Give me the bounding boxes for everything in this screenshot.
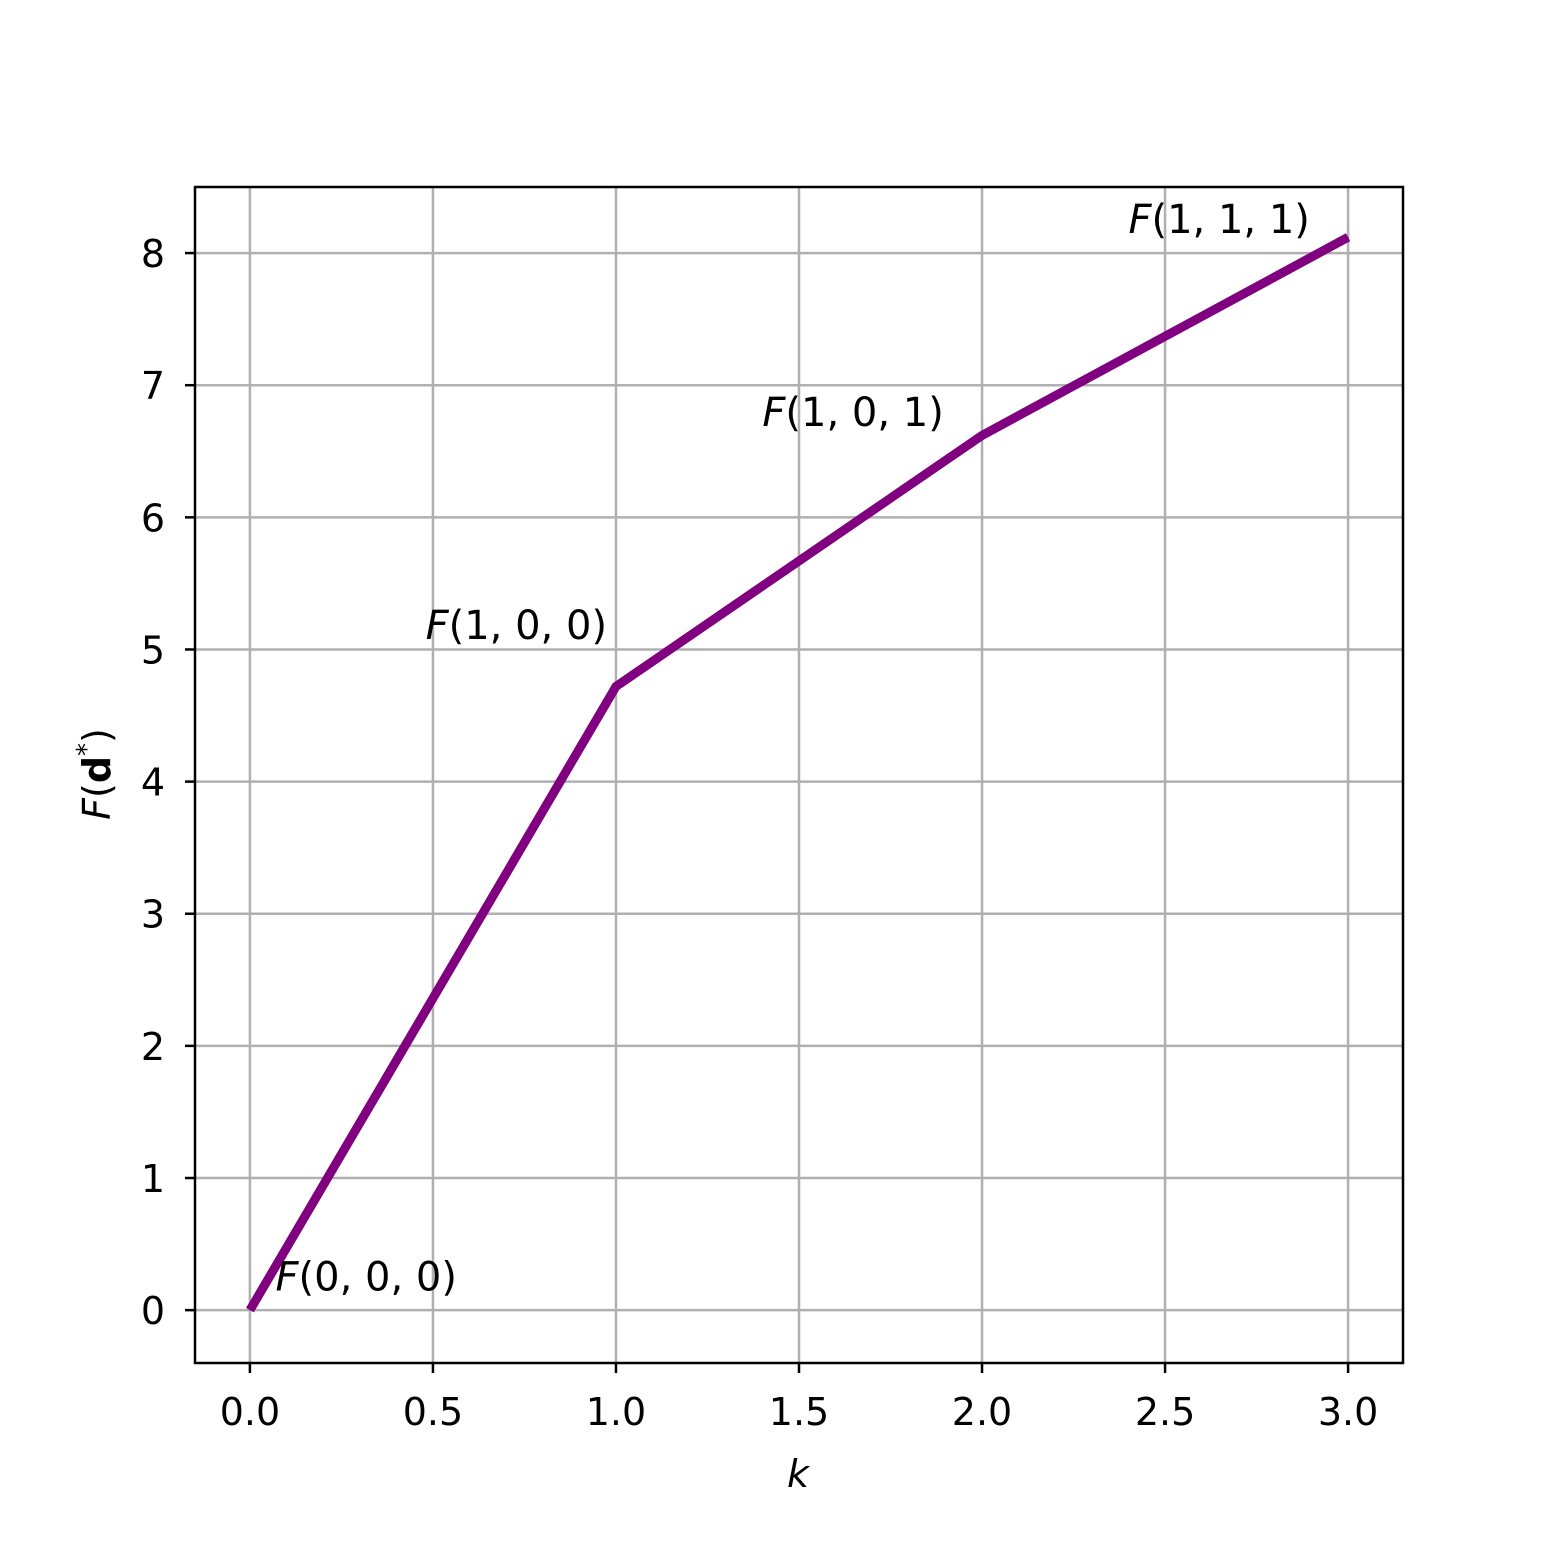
series-line-group	[246, 233, 1351, 1313]
x-tick-label: 1.5	[769, 1390, 829, 1434]
y-tick-label: 4	[141, 761, 165, 805]
annotation-args: (0, 0, 0)	[299, 1254, 457, 1300]
x-tick-label: 3.0	[1318, 1390, 1378, 1434]
annotation-func: F	[426, 603, 450, 649]
y-axis-label-open: (	[75, 783, 119, 798]
x-tick-label: 1.0	[586, 1390, 646, 1434]
data-point	[249, 1309, 251, 1311]
y-tick-label: 0	[141, 1289, 165, 1333]
y-tick-label: 6	[141, 496, 165, 540]
annotations: F(0, 0, 0)F(1, 0, 0)F(1, 0, 1)F(1, 1, 1)	[276, 197, 1310, 1300]
annotation-func: F	[276, 1254, 300, 1300]
x-tick-label: 0.5	[403, 1390, 463, 1434]
y-axis-label-func: F	[75, 797, 119, 820]
y-tick-label: 3	[141, 893, 165, 937]
point-annotation: F(1, 0, 0)	[426, 603, 607, 649]
x-axis-label: k	[787, 1452, 811, 1496]
y-tick-label: 7	[141, 364, 165, 408]
data-point	[1347, 236, 1349, 238]
series-line	[246, 233, 1351, 1313]
point-annotation: F(0, 0, 0)	[276, 1254, 457, 1300]
data-point	[615, 685, 617, 687]
grid	[195, 187, 1403, 1363]
x-tick-label: 2.5	[1135, 1390, 1195, 1434]
y-axis-label-vec: d	[75, 756, 119, 783]
y-tick-label: 1	[141, 1157, 165, 1201]
x-tick-label: 2.0	[952, 1390, 1012, 1434]
y-tick-label: 5	[141, 628, 165, 672]
annotation-args: (1, 0, 1)	[785, 390, 943, 436]
annotation-func: F	[1128, 197, 1152, 243]
y-tick-label: 8	[141, 232, 165, 276]
y-axis-label: F(d*)	[72, 728, 119, 820]
data-point	[981, 434, 983, 436]
y-axis-label-close: )	[75, 728, 119, 743]
point-annotation: F(1, 0, 1)	[762, 390, 943, 436]
annotation-args: (1, 1, 1)	[1151, 197, 1309, 243]
annotation-func: F	[762, 390, 786, 436]
annotation-args: (1, 0, 0)	[449, 603, 607, 649]
y-tick-label: 2	[141, 1025, 165, 1069]
y-axis-label-sup: *	[72, 743, 102, 756]
point-annotation: F(1, 1, 1)	[1128, 197, 1309, 243]
x-tick-label: 0.0	[220, 1390, 280, 1434]
axis-ticks: 0.0 0.5 1.0 1.5 2.0 2.5 3.0 0 1 2 3 4 5 6 7 8	[141, 232, 1378, 1434]
